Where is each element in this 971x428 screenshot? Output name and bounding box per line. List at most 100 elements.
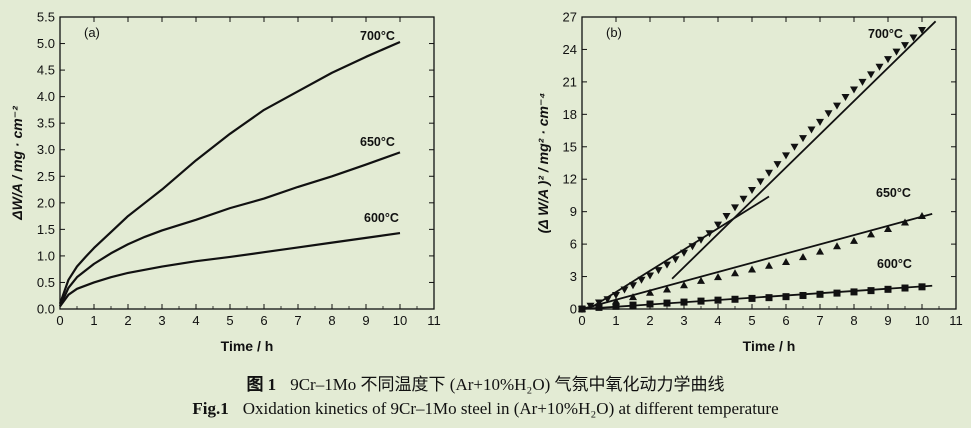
- y-tick-label: 15: [563, 139, 577, 154]
- data-point: [833, 289, 841, 297]
- data-point: [816, 247, 824, 255]
- y-axis-label: (Δ W/A )² / mg² · cm⁻⁴: [535, 93, 551, 234]
- fit-line: [581, 284, 933, 310]
- data-point: [875, 63, 884, 71]
- y-tick-label: 4.5: [37, 63, 55, 78]
- data-point: [714, 221, 722, 229]
- y-tick-label: 1.5: [37, 222, 55, 237]
- data-point: [867, 71, 875, 79]
- data-point: [731, 269, 739, 277]
- data-point: [612, 297, 620, 305]
- data-point: [765, 169, 773, 177]
- data-point: [629, 282, 637, 290]
- x-tick-label: 6: [260, 313, 267, 328]
- y-tick-label: 3.5: [37, 116, 55, 131]
- x-tick-label: 9: [362, 313, 369, 328]
- data-point: [918, 26, 926, 34]
- data-point: [629, 293, 637, 301]
- fit-line: [591, 195, 770, 308]
- data-point: [773, 161, 782, 169]
- y-tick-label: 24: [563, 42, 577, 57]
- x-tick-label: 3: [680, 313, 687, 328]
- series-line: [59, 231, 401, 307]
- x-tick-label: 2: [646, 313, 653, 328]
- y-tick-label: 0.0: [37, 302, 55, 317]
- data-point: [816, 290, 824, 298]
- x-tick-label: 10: [915, 313, 929, 328]
- data-point: [714, 273, 722, 281]
- caption-english-text: Oxidation kinetics of 9Cr–1Mo steel in (…: [242, 399, 779, 418]
- data-point: [637, 276, 646, 284]
- x-tick-label: 8: [328, 313, 335, 328]
- x-tick-label: 4: [714, 313, 721, 328]
- data-point: [909, 34, 918, 42]
- data-point: [756, 178, 765, 186]
- x-tick-label: 10: [393, 313, 407, 328]
- data-point: [850, 236, 858, 244]
- data-point: [841, 94, 850, 102]
- y-tick-label: 18: [563, 107, 577, 122]
- data-point: [790, 143, 799, 151]
- x-tick-label: 9: [884, 313, 891, 328]
- x-tick-label: 6: [782, 313, 789, 328]
- data-point: [799, 253, 807, 261]
- data-point: [680, 281, 688, 289]
- x-tick-label: 3: [158, 313, 165, 328]
- data-point: [884, 56, 892, 64]
- data-point: [799, 135, 807, 143]
- data-point: [782, 293, 790, 301]
- y-tick-label: 5.5: [37, 10, 55, 25]
- data-point: [850, 86, 858, 94]
- x-tick-label: 5: [748, 313, 755, 328]
- y-axis-label: ΔW/A / mg · cm⁻²: [9, 106, 25, 221]
- x-tick-label: 2: [124, 313, 131, 328]
- series-label: 650°C: [876, 186, 911, 200]
- data-point: [816, 118, 824, 126]
- y-tick-label: 9: [570, 204, 577, 219]
- x-tick-label: 0: [578, 313, 585, 328]
- panel-label: (b): [606, 25, 622, 40]
- data-point: [833, 242, 841, 250]
- data-point: [867, 230, 875, 238]
- fit-line: [581, 212, 933, 310]
- y-tick-label: 3: [570, 269, 577, 284]
- data-point: [671, 256, 680, 264]
- series-label: 650°C: [360, 135, 395, 149]
- data-point: [765, 294, 773, 302]
- series-line: [58, 151, 401, 307]
- fit-line: [671, 20, 937, 280]
- data-point: [697, 276, 705, 284]
- x-tick-label: 0: [56, 313, 63, 328]
- y-tick-label: 2.0: [37, 195, 55, 210]
- x-axis-label: Time / h: [221, 338, 274, 354]
- x-tick-label: 5: [226, 313, 233, 328]
- y-tick-label: 4.0: [37, 89, 55, 104]
- data-point: [858, 78, 867, 86]
- y-tick-label: 21: [563, 74, 577, 89]
- y-tick-label: 2.5: [37, 169, 55, 184]
- data-point: [782, 257, 790, 265]
- y-tick-label: 12: [563, 172, 577, 187]
- panel-label: (a): [84, 25, 100, 40]
- caption-chinese-text: 9Cr–1Mo 不同温度下 (Ar+10%H₂O) 气氛中氧化动力学曲线: [290, 375, 725, 394]
- x-tick-label: 4: [192, 313, 199, 328]
- caption-english: Fig.1 Oxidation kinetics of 9Cr–1Mo steel…: [0, 399, 971, 419]
- data-point: [850, 288, 858, 296]
- y-tick-label: 6: [570, 237, 577, 252]
- x-tick-label: 11: [427, 313, 441, 328]
- x-tick-label: 7: [816, 313, 823, 328]
- caption-chinese-label: 图 1: [246, 375, 277, 394]
- data-point: [892, 48, 901, 56]
- data-point: [663, 261, 671, 269]
- caption-english-label: Fig.1: [192, 399, 229, 418]
- data-point: [824, 110, 833, 118]
- plot-frame: [59, 16, 435, 310]
- data-point: [722, 212, 731, 220]
- data-point: [646, 288, 654, 296]
- data-point: [748, 187, 756, 195]
- panel-a-chart: 0 1 2 3 4 5 6 7 8 9 10 11 0.0 0.5 1.0 1.5 2.0 2.5 3.0 3.5 4.…: [9, 10, 441, 355]
- data-point: [901, 42, 909, 50]
- data-point: [782, 152, 790, 160]
